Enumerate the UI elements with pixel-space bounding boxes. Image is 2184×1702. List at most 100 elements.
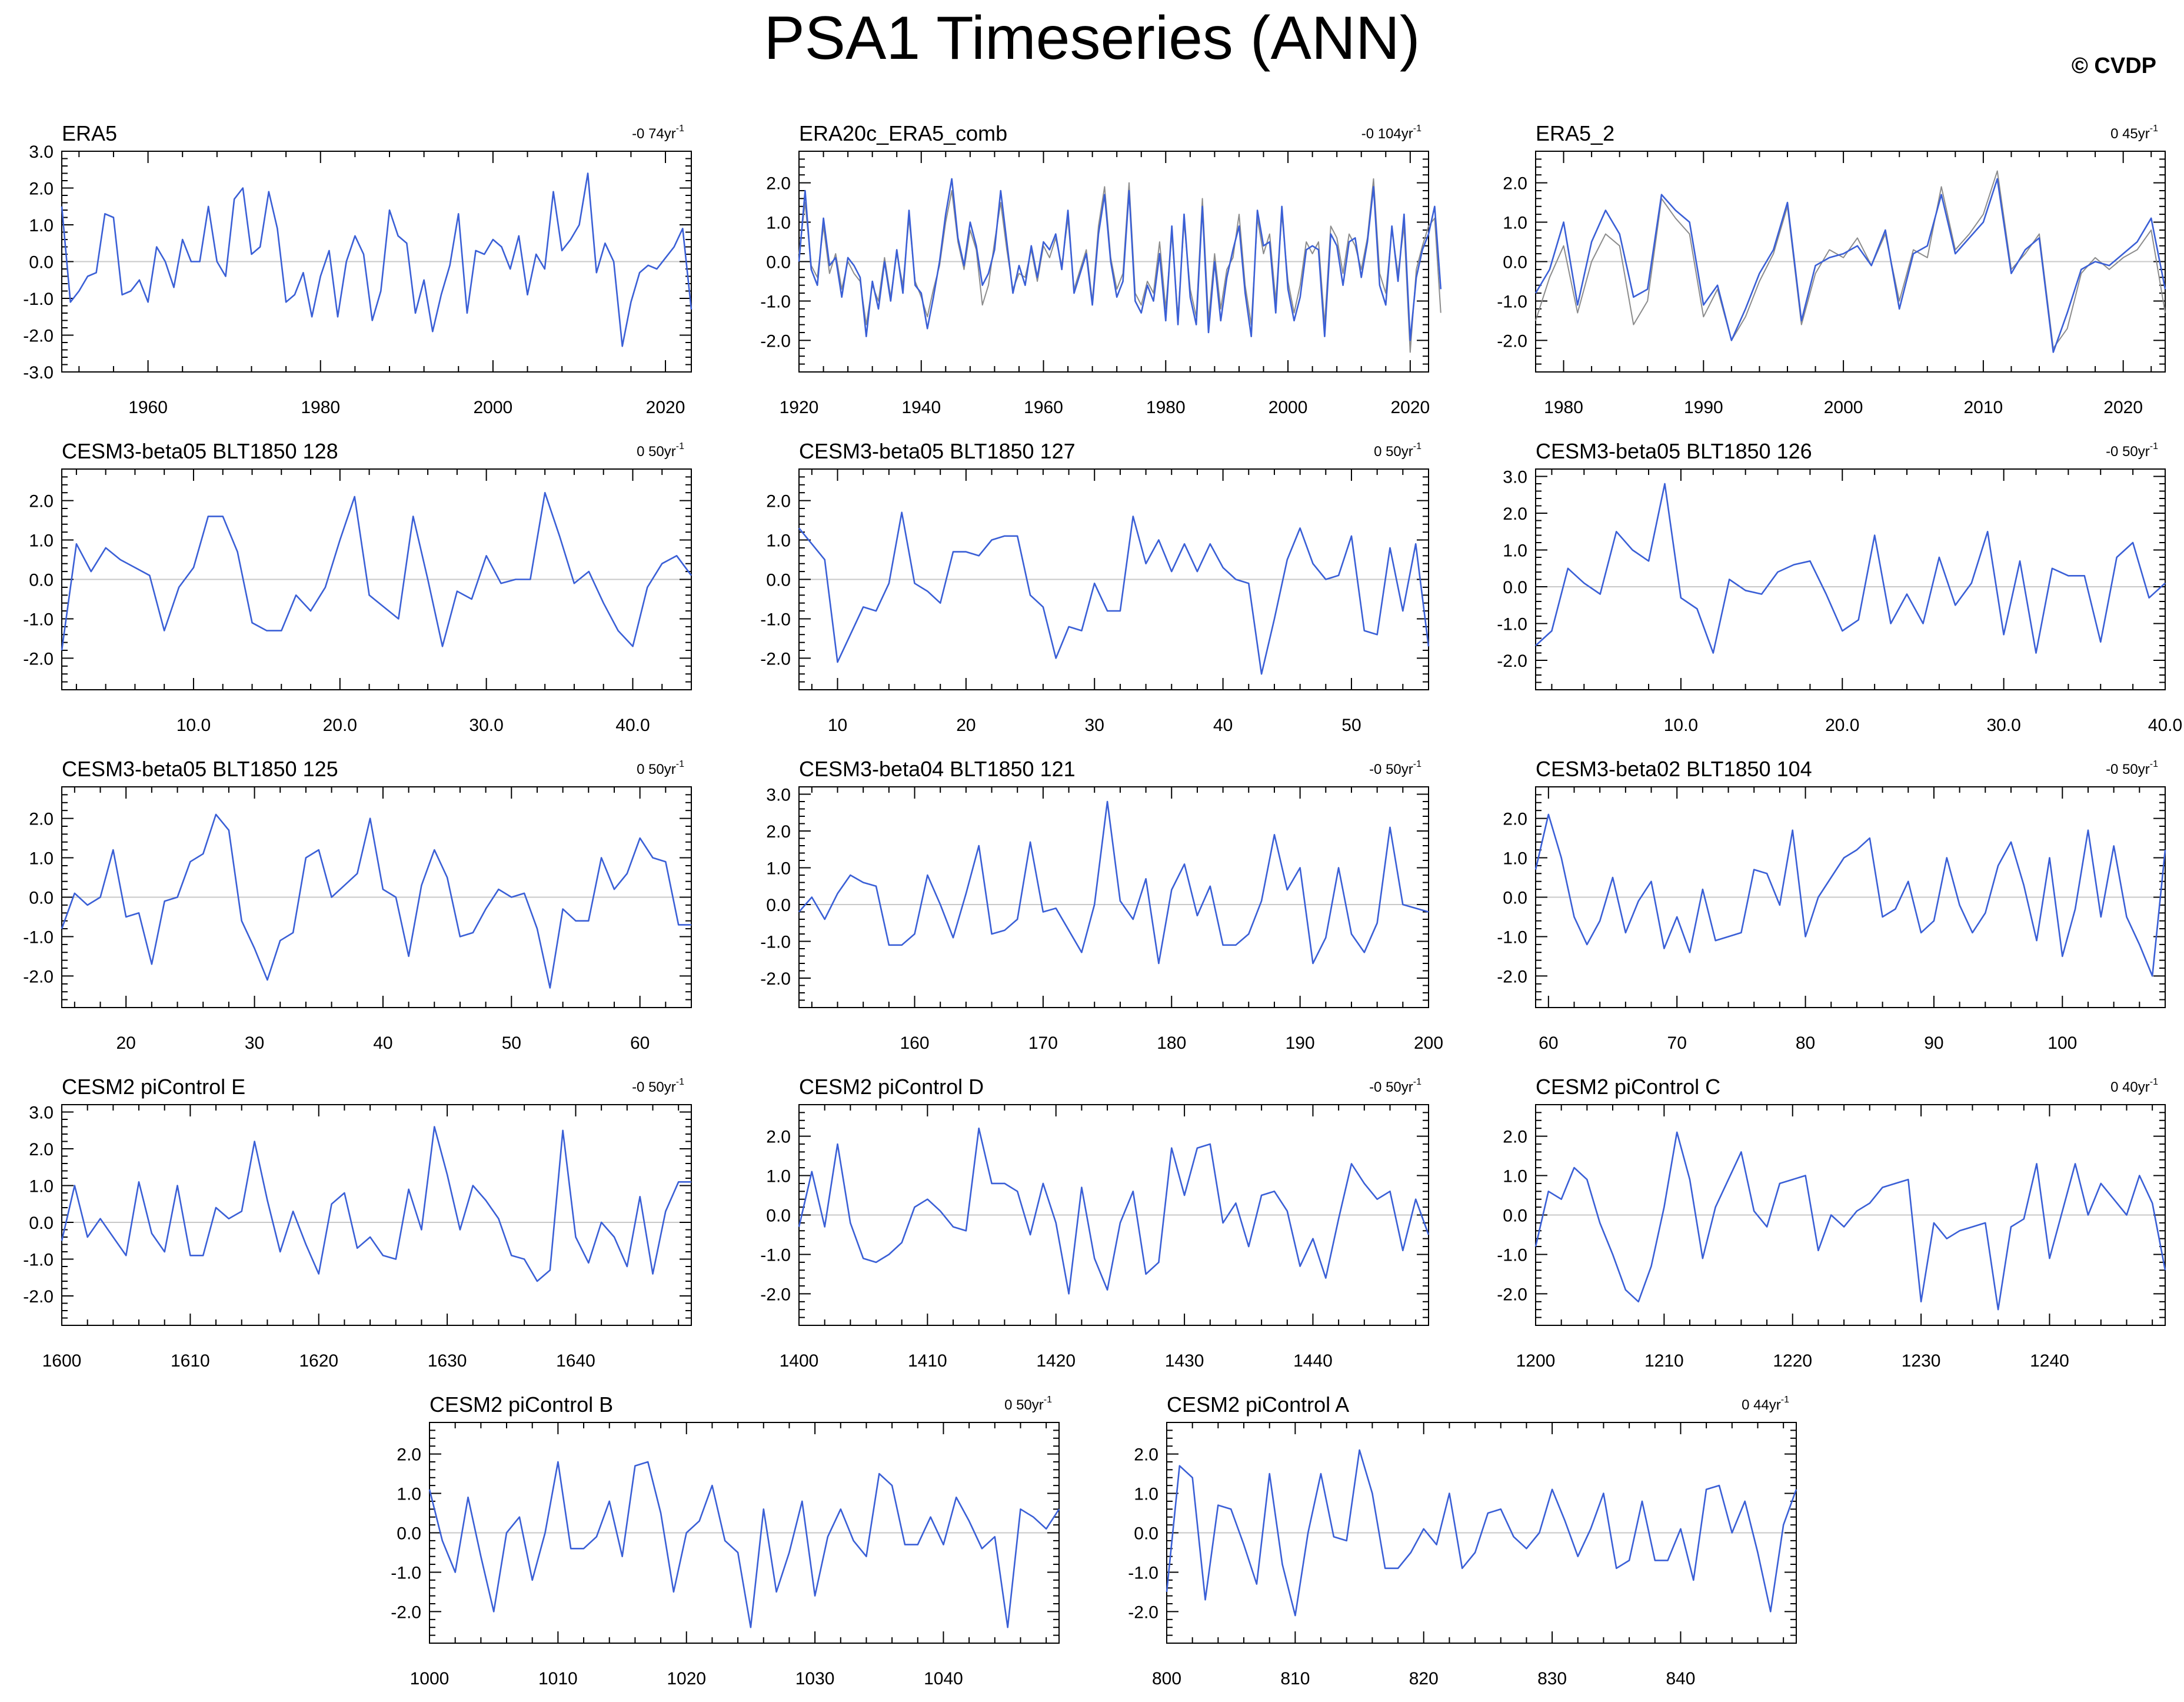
panel-title: ERA5 bbox=[62, 121, 117, 145]
trend-label: -0 50yr-1 bbox=[632, 1077, 684, 1095]
y-tick-label: 0.0 bbox=[1503, 1206, 1527, 1226]
trend-exponent: -1 bbox=[676, 441, 684, 451]
trend-label: 0 50yr-1 bbox=[1374, 441, 1421, 460]
trend-label: -0 50yr-1 bbox=[1369, 1077, 1421, 1095]
y-tick-label: 1.0 bbox=[1503, 1167, 1527, 1186]
y-tick-label: 2.0 bbox=[766, 174, 791, 194]
panel-title: CESM3-beta05 BLT1850 128 bbox=[62, 439, 338, 463]
x-tick-label: 1940 bbox=[901, 398, 941, 417]
y-tick-label: -1.0 bbox=[23, 1251, 54, 1270]
trend-exponent: -1 bbox=[1413, 1077, 1421, 1087]
trend-value: -0 50yr bbox=[632, 1079, 676, 1095]
y-tick-label: -1.0 bbox=[760, 610, 791, 629]
trend-label: 0 50yr-1 bbox=[637, 441, 684, 460]
y-tick-label: 3.0 bbox=[1503, 468, 1527, 487]
x-tick-label: 1980 bbox=[1146, 398, 1186, 417]
panel-title: CESM3-beta05 BLT1850 127 bbox=[799, 439, 1076, 463]
panel-5: -2.0 -1.0 0.0 1.0 2.0 10 20 30 40 50 CESM3-beta05 … bbox=[760, 439, 1430, 735]
y-tick-label: 2.0 bbox=[29, 1140, 54, 1159]
y-tick-label: 2.0 bbox=[766, 822, 791, 842]
trend-exponent: -1 bbox=[676, 124, 684, 134]
primary-series-line bbox=[798, 1127, 1430, 1295]
x-tick-label: 1020 bbox=[667, 1669, 706, 1688]
y-tick-label: -1.0 bbox=[1128, 1563, 1158, 1583]
y-tick-label: 3.0 bbox=[766, 786, 791, 805]
x-tick-label: 1980 bbox=[1544, 398, 1583, 417]
y-tick-label: -2.0 bbox=[760, 331, 791, 351]
x-tick-label: 1000 bbox=[410, 1669, 450, 1688]
y-tick-label: 2.0 bbox=[397, 1445, 421, 1465]
x-tick-label: 1610 bbox=[171, 1351, 210, 1371]
y-tick-label: 0.0 bbox=[29, 571, 54, 590]
panel-title: CESM2 piControl D bbox=[799, 1075, 984, 1099]
trend-exponent: -1 bbox=[2150, 1077, 2158, 1087]
y-tick-label: 1.0 bbox=[29, 216, 54, 235]
x-tick-label: 1200 bbox=[1516, 1351, 1556, 1371]
trend-exponent: -1 bbox=[676, 759, 684, 769]
trend-value: -0 50yr bbox=[1369, 1079, 1413, 1095]
y-tick-label: -2.0 bbox=[760, 649, 791, 669]
x-tick-label: 830 bbox=[1537, 1669, 1567, 1688]
x-tick-label: 10.0 bbox=[1664, 716, 1698, 735]
y-tick-label: -1.0 bbox=[760, 1245, 791, 1265]
y-tick-label: 1.0 bbox=[766, 859, 791, 879]
x-tick-label: 20 bbox=[956, 716, 976, 735]
primary-series-line bbox=[61, 491, 693, 651]
x-tick-label: 200 bbox=[1414, 1033, 1443, 1053]
primary-series-line bbox=[798, 178, 1442, 341]
trend-exponent: -1 bbox=[2150, 759, 2158, 769]
y-tick-label: 0.0 bbox=[766, 1206, 791, 1226]
x-tick-label: 1630 bbox=[428, 1351, 467, 1371]
trend-exponent: -1 bbox=[2150, 441, 2158, 451]
trend-exponent: -1 bbox=[1044, 1395, 1052, 1405]
panel-9: -2.0 -1.0 0.0 1.0 2.0 60 70 80 90 100 CESM3-beta02… bbox=[1497, 757, 2166, 1053]
trend-label: 0 45yr-1 bbox=[2110, 124, 2158, 142]
x-tick-label: 180 bbox=[1157, 1033, 1186, 1053]
y-tick-label: -1.0 bbox=[1497, 928, 1527, 947]
x-tick-label: 20.0 bbox=[1825, 716, 1859, 735]
x-tick-label: 2000 bbox=[1269, 398, 1308, 417]
y-tick-label: 0.0 bbox=[766, 571, 791, 590]
x-tick-label: 30.0 bbox=[1986, 716, 2020, 735]
x-tick-label: 30 bbox=[1085, 716, 1104, 735]
y-tick-label: 0.0 bbox=[1134, 1524, 1158, 1544]
x-tick-label: 60 bbox=[1539, 1033, 1558, 1053]
primary-series-line bbox=[61, 813, 691, 989]
y-tick-label: 0.0 bbox=[29, 889, 54, 908]
primary-series-line bbox=[61, 1126, 691, 1282]
panel-6: -2.0 -1.0 0.0 1.0 2.0 3.0 10.0 20.0 30.0 40.0 CESM… bbox=[1497, 439, 2182, 735]
primary-series-line bbox=[1535, 483, 2166, 654]
trend-label: -0 74yr-1 bbox=[632, 124, 684, 142]
y-tick-label: 2.0 bbox=[766, 492, 791, 511]
y-tick-label: -2.0 bbox=[1497, 967, 1527, 986]
y-tick-label: 0.0 bbox=[29, 253, 54, 272]
trend-label: 0 50yr-1 bbox=[1004, 1395, 1052, 1413]
y-tick-label: -1.0 bbox=[23, 610, 54, 629]
trend-value: -0 50yr bbox=[1369, 762, 1413, 777]
y-tick-label: 2.0 bbox=[1503, 174, 1527, 194]
x-tick-label: 1230 bbox=[1902, 1351, 1941, 1371]
x-tick-label: 1960 bbox=[1024, 398, 1063, 417]
x-tick-label: 1990 bbox=[1684, 398, 1723, 417]
primary-series-line bbox=[428, 1461, 1060, 1628]
y-tick-label: 2.0 bbox=[1134, 1445, 1158, 1465]
x-tick-label: 90 bbox=[1924, 1033, 1943, 1053]
trend-value: 0 45yr bbox=[2110, 126, 2150, 142]
trend-value: -0 50yr bbox=[2106, 444, 2150, 460]
x-tick-label: 2000 bbox=[474, 398, 513, 417]
y-tick-label: -1.0 bbox=[1497, 292, 1527, 311]
trend-value: 0 50yr bbox=[637, 762, 676, 777]
y-tick-label: 2.0 bbox=[29, 810, 54, 829]
x-tick-label: 1040 bbox=[924, 1669, 963, 1688]
y-tick-label: 3.0 bbox=[29, 142, 54, 162]
y-tick-label: -2.0 bbox=[1128, 1603, 1158, 1622]
y-tick-label: -2.0 bbox=[23, 1287, 54, 1307]
y-tick-label: 1.0 bbox=[1503, 214, 1527, 233]
y-tick-label: 2.0 bbox=[29, 179, 54, 199]
panel-title: CESM3-beta05 BLT1850 126 bbox=[1536, 439, 1812, 463]
y-tick-label: -2.0 bbox=[760, 1285, 791, 1304]
y-tick-label: 0.0 bbox=[29, 1214, 54, 1233]
primary-series-line bbox=[798, 800, 1429, 965]
x-tick-label: 40.0 bbox=[615, 716, 650, 735]
trend-value: 0 40yr bbox=[2110, 1079, 2150, 1095]
